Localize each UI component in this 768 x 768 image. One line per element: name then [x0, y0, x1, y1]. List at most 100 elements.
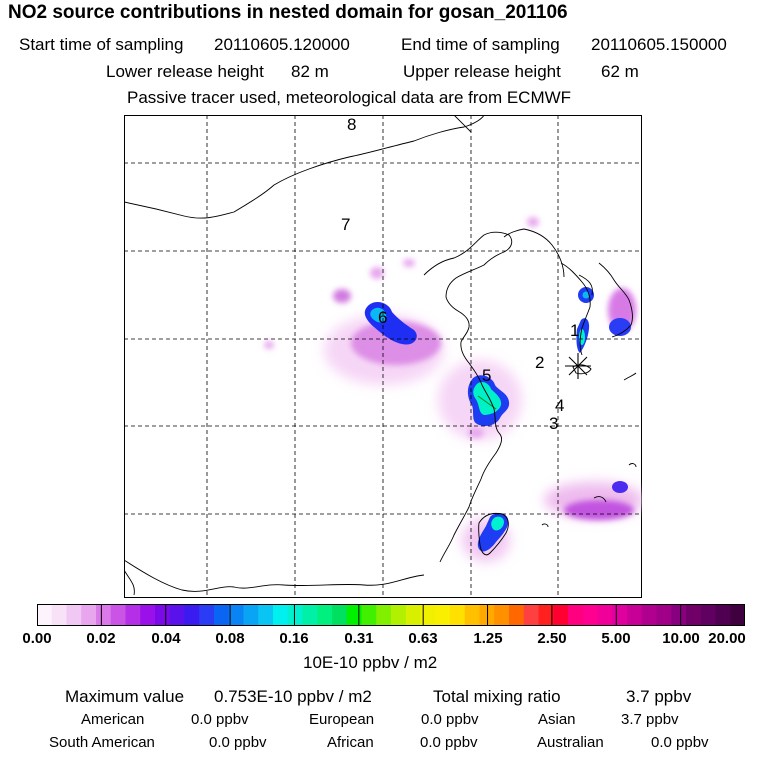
plot-title: NO2 source contributions in nested domai…: [8, 2, 568, 23]
coastline-korea: [560, 262, 591, 356]
colorbar-cell: [553, 604, 569, 626]
colorbar-cell: [405, 604, 421, 626]
region-label-2: 2: [535, 353, 544, 372]
region-label-5: 5: [482, 366, 491, 385]
colorbar-cell: [243, 604, 259, 626]
colorbar-cell: [671, 604, 687, 626]
colorbar-cell: [479, 604, 495, 626]
plume-mid: [370, 267, 384, 279]
lower-height-label: Lower release height: [106, 62, 264, 81]
border-line: [453, 115, 472, 133]
colorbar-cell: [450, 604, 466, 626]
colorbar-cell: [96, 604, 112, 626]
colorbar-tick: 10.00: [662, 630, 700, 647]
colorbar-cell: [169, 604, 185, 626]
upper-height-label: Upper release height: [403, 62, 561, 81]
total-mixing-value: 3.7 ppbv: [626, 687, 692, 706]
end-time-value: 20110605.150000: [591, 35, 727, 54]
coastline-taiwan: [478, 512, 509, 556]
colorbar-cell: [730, 604, 745, 626]
plume-mid: [351, 321, 441, 365]
plume-mid: [564, 500, 634, 520]
colorbar-cell: [258, 604, 274, 626]
colorbar-cell: [494, 604, 510, 626]
colorbar-cell: [287, 604, 303, 626]
colorbar-tick: 0.08: [215, 630, 245, 647]
colorbar-cell: [509, 604, 525, 626]
coastline-islands: [623, 372, 637, 381]
colorbar-tick: 2.50: [537, 630, 567, 647]
colorbar-tick: 5.00: [601, 630, 631, 647]
colorbar-cell: [420, 604, 436, 626]
graticule: [124, 115, 642, 598]
region-label-6: 6: [378, 308, 387, 327]
colorbar-cell: [81, 604, 97, 626]
start-time-value: 20110605.120000: [214, 35, 350, 54]
colorbar-cell: [435, 604, 451, 626]
colorbar-cell: [597, 604, 613, 626]
max-value-label: Maximum value: [65, 687, 185, 706]
data-source-note: Passive tracer used, meteorological data…: [127, 88, 572, 107]
hotspot-ocean: [612, 481, 628, 493]
colorbar: [37, 604, 745, 626]
plume-mid: [527, 217, 539, 227]
hotspot-japan: [609, 318, 631, 336]
colorbar-tick: 0.04: [151, 630, 181, 647]
region-european-label: European: [309, 711, 375, 728]
coastline-china: [423, 231, 513, 563]
colorbar-cell: [700, 604, 716, 626]
colorbar-cell: [582, 604, 598, 626]
end-time-label: End time of sampling: [401, 35, 560, 54]
colorbar-cell: [715, 604, 731, 626]
colorbar-cell: [612, 604, 628, 626]
region-european-value: 0.0 ppbv: [421, 711, 479, 728]
region-african-value: 0.0 ppbv: [420, 734, 478, 751]
colorbar-cell: [686, 604, 702, 626]
colorbar-cell: [199, 604, 215, 626]
region-south-american-value: 0.0 ppbv: [209, 734, 267, 751]
region-australian-value: 0.0 ppbv: [651, 734, 709, 751]
coastline-japan: [598, 262, 633, 338]
colorbar-tick: 20.00: [708, 630, 746, 647]
colorbar-cell: [66, 604, 82, 626]
region-australian-label: Australian: [537, 734, 604, 751]
region-asian-value: 3.7 ppbv: [621, 711, 679, 728]
border-line: [124, 559, 425, 592]
coastline-islands: [593, 496, 607, 503]
region-american-value: 0.0 ppbv: [191, 711, 249, 728]
colorbar-cell: [523, 604, 539, 626]
colorbar-cell: [184, 604, 200, 626]
region-label-7: 7: [341, 215, 350, 234]
plume-mid: [468, 428, 484, 438]
colorbar-units: 10E-10 ppbv / m2: [303, 653, 438, 672]
lower-height-value: 82 m: [291, 62, 329, 81]
colorbar-cell: [641, 604, 657, 626]
hotspot-shanghai-core: [473, 382, 502, 415]
total-mixing-label: Total mixing ratio: [433, 687, 561, 706]
coastline-islands: [541, 523, 549, 528]
region-label-8: 8: [347, 115, 356, 134]
start-time-label: Start time of sampling: [19, 35, 184, 54]
colorbar-cell: [125, 604, 141, 626]
colorbar-cell: [627, 604, 643, 626]
coastlines: [124, 115, 637, 596]
coastline-northeast: [503, 228, 565, 278]
region-south-american-label: South American: [49, 734, 155, 751]
colorbar-cell: [376, 604, 392, 626]
colorbar-cell: [155, 604, 171, 626]
region-asian-label: Asian: [538, 711, 576, 728]
colorbar-cell: [317, 604, 333, 626]
plume-mid: [403, 259, 415, 267]
max-value: 0.753E-10 ppbv / m2: [214, 687, 372, 706]
colorbar-cell: [51, 604, 67, 626]
border-line: [124, 115, 485, 219]
colorbar-cell: [391, 604, 407, 626]
region-african-label: African: [327, 734, 374, 751]
colorbar-cell: [361, 604, 377, 626]
colorbar-cell: [332, 604, 348, 626]
colorbar-cell: [37, 604, 53, 626]
border-line: [124, 569, 135, 596]
upper-height-value: 62 m: [601, 62, 639, 81]
region-label-1: 1: [570, 321, 579, 340]
colorbar-frame: [37, 604, 745, 626]
